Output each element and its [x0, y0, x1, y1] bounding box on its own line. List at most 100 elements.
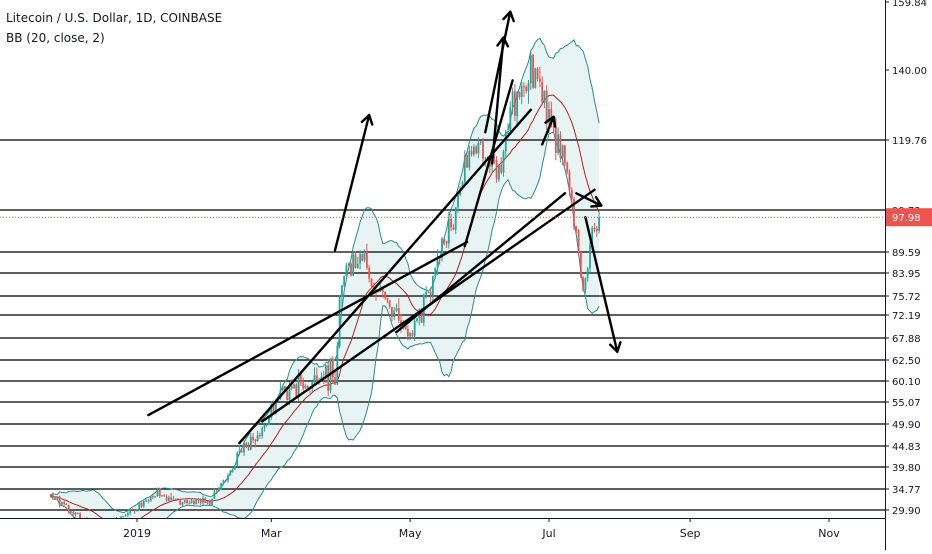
candle-body [56, 496, 59, 498]
candle-body [145, 500, 147, 502]
candle-body [186, 500, 188, 503]
candle-body [211, 498, 213, 505]
trend-line-4[interactable] [463, 79, 514, 248]
candle-body [598, 217, 600, 231]
candle-body [516, 92, 518, 116]
candle-body [65, 503, 68, 505]
candle-body [76, 512, 79, 514]
candle-body [61, 502, 63, 505]
candle-body [286, 391, 289, 401]
time-axis-background [0, 518, 885, 550]
candle-body [300, 374, 302, 383]
candle-body [229, 471, 232, 476]
candle-body [193, 500, 195, 505]
candle-body [220, 483, 223, 488]
candle-body [457, 195, 459, 208]
candle-body [325, 365, 327, 377]
candle-body [434, 268, 437, 276]
candle-body [520, 86, 523, 98]
candle-body [181, 502, 184, 505]
candle-body [147, 500, 150, 502]
candle-body [368, 267, 371, 279]
chart-legend: Litecoin / U.S. Dollar, 1D, COINBASE BB … [6, 8, 222, 48]
candle-body [199, 498, 202, 503]
candle-body [70, 511, 72, 513]
candle-body [432, 275, 434, 296]
arrow-5[interactable] [490, 36, 510, 165]
last-price-label: 97.98 [892, 213, 921, 224]
candle-body [245, 442, 248, 448]
candle-body [388, 300, 391, 307]
price-tick-label: 44.83 [892, 442, 921, 453]
price-tick-label: 140.00 [892, 66, 927, 77]
candle-body [331, 358, 334, 378]
candle-body [395, 308, 398, 311]
candle-body [377, 291, 380, 293]
candle-body [570, 189, 573, 199]
candle-body [568, 172, 571, 190]
arrow-2[interactable] [584, 216, 622, 353]
arrow-4[interactable] [575, 192, 603, 208]
candle-body [416, 318, 418, 321]
price-tick-label: 89.59 [892, 248, 921, 259]
last-price-label-background [886, 208, 932, 227]
candle-body [268, 417, 270, 425]
arrow-3[interactable] [541, 115, 557, 146]
candle-body [582, 277, 584, 290]
candle-body [177, 498, 179, 500]
candle-body [152, 496, 154, 498]
candle-body [265, 424, 268, 426]
candle-body [313, 375, 316, 383]
candle-body [575, 226, 578, 231]
price-tick-label: 60.10 [892, 377, 921, 388]
candle-body [243, 442, 245, 453]
candle-body [479, 141, 482, 143]
candle-body [240, 450, 243, 453]
candle-body [208, 501, 211, 505]
candle-body [190, 500, 193, 503]
trend-line-3[interactable] [395, 192, 567, 334]
candle-body [407, 329, 409, 337]
candle-body [393, 310, 396, 318]
price-tick-label: 29.90 [892, 506, 921, 517]
candle-body [161, 495, 163, 497]
candle-body [527, 83, 530, 91]
candle-body [188, 503, 191, 504]
candle-body [577, 230, 580, 253]
indicator-label: BB (20, close, 2) [6, 31, 105, 45]
candle-body [466, 155, 468, 168]
candle-body [372, 285, 375, 290]
candle-body [249, 436, 252, 450]
candle-body [509, 106, 512, 132]
candle-body [584, 278, 587, 290]
price-tick-label: 62.50 [892, 356, 921, 367]
candle-body [573, 199, 575, 227]
trend-line-0[interactable] [147, 240, 469, 417]
candle-body [288, 386, 291, 401]
candle-body [463, 155, 466, 183]
candle-body [234, 465, 236, 470]
candle-body [133, 510, 136, 511]
candle-body [468, 150, 471, 168]
candle-body [295, 384, 298, 398]
candle-body [591, 228, 594, 246]
candle-body [473, 146, 475, 155]
arrow-1[interactable] [484, 10, 515, 134]
arrow-0[interactable] [333, 113, 374, 252]
candle-body [165, 496, 168, 501]
candle-body [293, 384, 295, 389]
candle-body [51, 495, 54, 498]
time-tick-label: Sep [680, 527, 701, 540]
candle-body [158, 489, 161, 496]
candle-body [174, 498, 177, 500]
trend-line-2[interactable] [238, 108, 532, 445]
candle-body [58, 496, 61, 505]
candle-body [502, 151, 505, 173]
time-tick-label: May [399, 527, 422, 540]
candle-body [74, 512, 77, 515]
candle-body [477, 142, 480, 154]
candle-body [404, 324, 407, 330]
candle-body [541, 81, 544, 103]
